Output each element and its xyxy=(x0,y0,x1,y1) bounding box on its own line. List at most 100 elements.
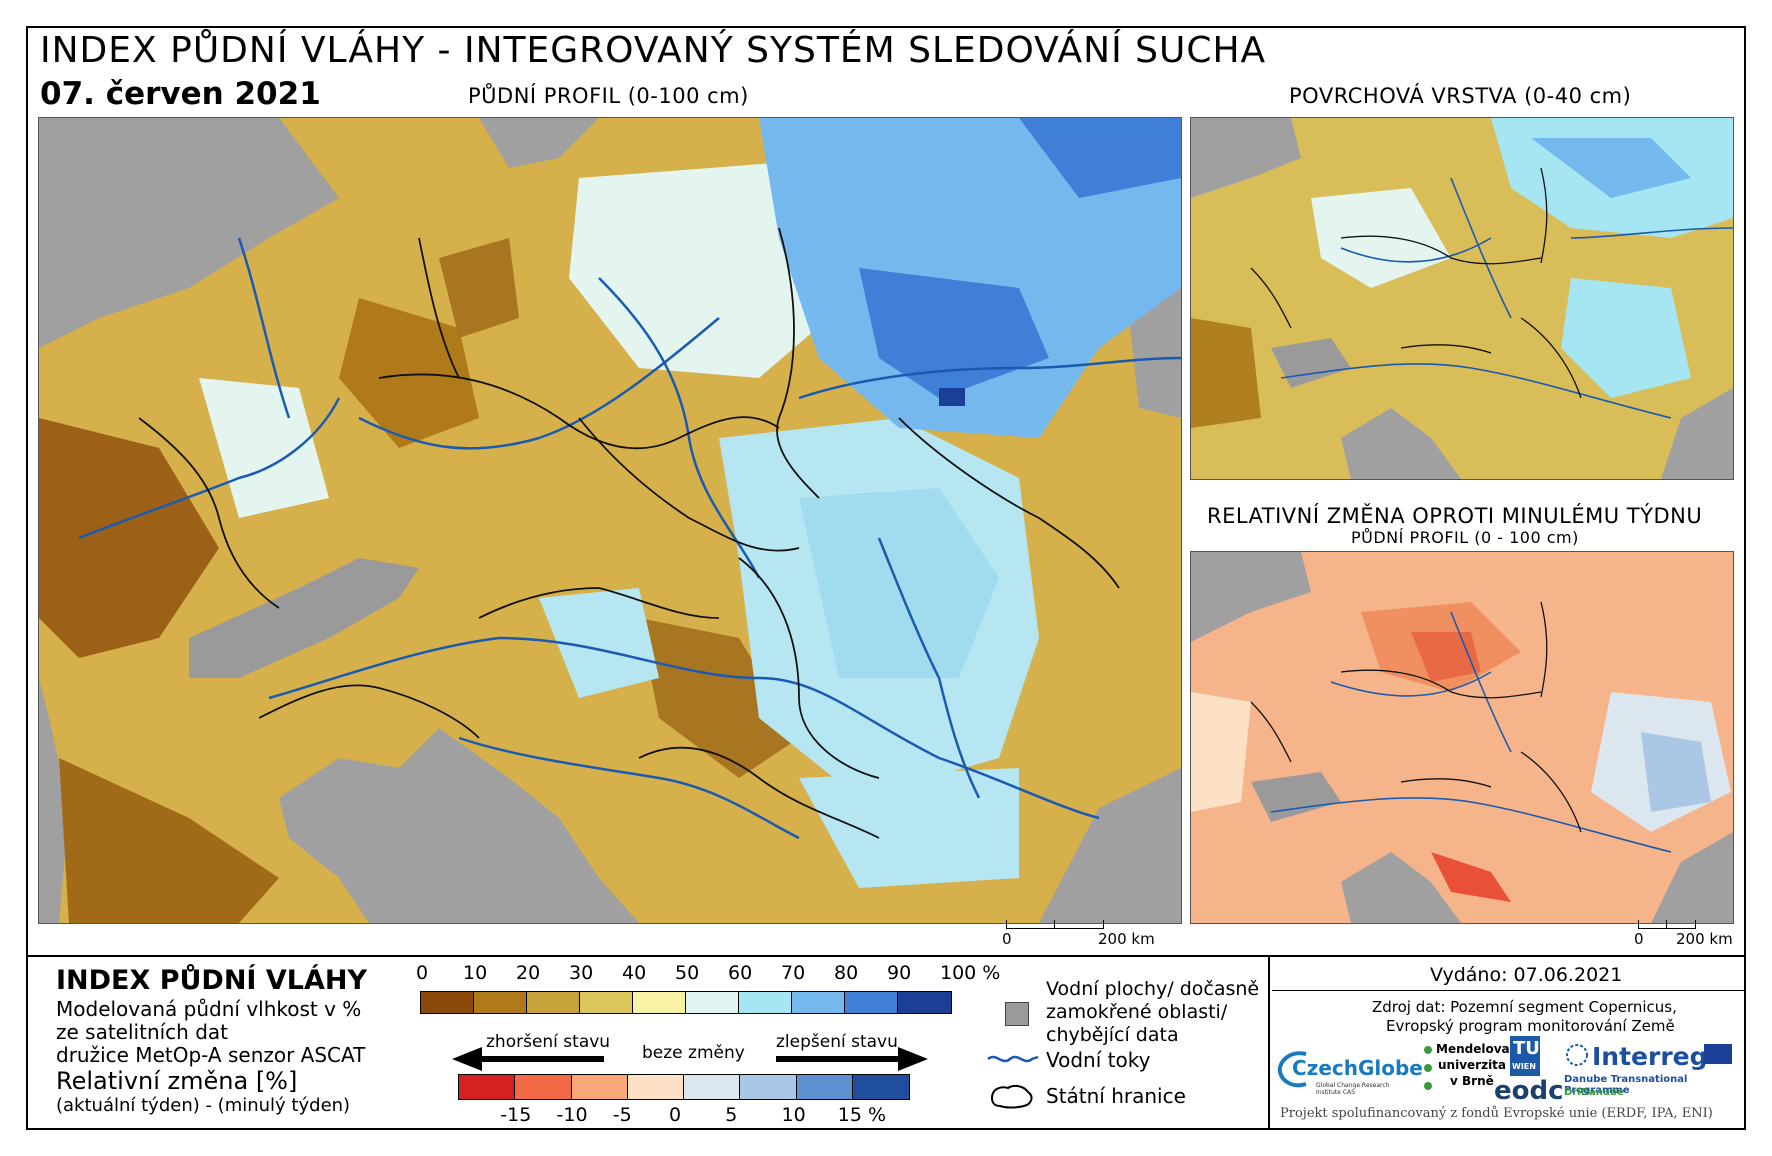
change-tick-label: 0 xyxy=(669,1104,682,1126)
tu-label: TU xyxy=(1513,1038,1540,1059)
index-color-swatch xyxy=(421,992,474,1013)
change-map-label: RELATIVNÍ ZMĚNA OPROTI MINULÉMU TÝDNU xyxy=(1207,504,1703,528)
legend-rel-title: Relativní změna [%] xyxy=(56,1067,298,1095)
change-color-swatch xyxy=(571,1075,628,1099)
change-tick-label: -15 xyxy=(500,1104,532,1126)
change-tick-label: 10 xyxy=(781,1104,806,1126)
main-soil-moisture-map xyxy=(38,117,1182,924)
index-tick-label: 20 xyxy=(516,962,541,984)
index-color-swatch xyxy=(898,992,951,1013)
mendel-line-3: v Brně xyxy=(1450,1074,1494,1088)
worse-arrow-shaft xyxy=(480,1056,604,1062)
index-color-swatch xyxy=(792,992,845,1013)
legend-desc-2: ze satelitních dat xyxy=(56,1020,228,1044)
interreg-logo: Interreg Danube Transnational Programme … xyxy=(1564,1040,1734,1100)
main-scale-zero: 0 xyxy=(1002,930,1012,948)
index-color-swatch xyxy=(845,992,898,1013)
main-scale-end: 200 km xyxy=(1098,930,1155,948)
index-tick-label: 90 xyxy=(887,962,912,984)
tu-wien-label: WIEN xyxy=(1512,1062,1536,1071)
legend-title: INDEX PŮDNÍ VLÁHY xyxy=(56,965,368,996)
index-color-swatch xyxy=(739,992,792,1013)
borders-label: Státní hranice xyxy=(1046,1084,1186,1108)
index-color-swatch xyxy=(474,992,527,1013)
czechglobe-subtitle: Global Change Research Institute CAS xyxy=(1316,1082,1390,1096)
change-colorbar xyxy=(458,1074,910,1100)
funding-note: Projekt spolufinancovaný z fondů Evropsk… xyxy=(1280,1106,1713,1121)
mendel-line-2: univerzita xyxy=(1438,1058,1507,1072)
surface-map-label: POVRCHOVÁ VRSTVA (0-40 cm) xyxy=(1289,84,1632,108)
main-scale-tick xyxy=(1054,920,1055,928)
relative-change-map xyxy=(1190,551,1734,924)
surface-layer-map xyxy=(1190,117,1734,480)
date-label: 07. červen 2021 xyxy=(40,76,321,112)
index-tick-label: 100 % xyxy=(940,962,1001,984)
page-title: INDEX PŮDNÍ VLÁHY - INTEGROVANÝ SYSTÉM S… xyxy=(40,30,1267,71)
mendel-dot-icon xyxy=(1424,1064,1432,1072)
interreg-name: Interreg xyxy=(1592,1042,1708,1071)
better-arrow-shaft xyxy=(776,1056,900,1062)
mendel-dot-icon xyxy=(1424,1046,1432,1054)
index-tick-label: 60 xyxy=(728,962,753,984)
index-tick-label: 80 xyxy=(834,962,859,984)
czechglobe-logo: CzechGlobe Global Change Research Instit… xyxy=(1276,1044,1423,1100)
rivers-label: Vodní toky xyxy=(1046,1048,1151,1072)
small-scale-zero: 0 xyxy=(1634,930,1644,948)
index-tick-label: 40 xyxy=(622,962,647,984)
worse-label: zhoršení stavu xyxy=(486,1032,611,1052)
index-tick-label: 70 xyxy=(781,962,806,984)
change-color-swatch xyxy=(459,1075,516,1099)
source-line-2: Evropský program monitorování Země xyxy=(1386,1017,1675,1035)
legend-divider xyxy=(28,955,1744,957)
eodc-logo: eodc xyxy=(1494,1076,1564,1106)
legend-desc-1: Modelovaná půdní vlhkost v % xyxy=(56,997,362,1021)
czechglobe-mark-icon xyxy=(1277,1051,1307,1088)
index-color-swatch xyxy=(580,992,633,1013)
water-bodies-line-1: Vodní plochy/ dočasně xyxy=(1046,978,1260,1000)
water-bodies-label: Vodní plochy/ dočasně zamokřené oblasti/… xyxy=(1046,978,1259,1047)
index-color-swatch xyxy=(686,992,739,1013)
index-color-swatch xyxy=(633,992,686,1013)
index-tick-label: 30 xyxy=(569,962,594,984)
index-tick-label: 10 xyxy=(463,962,488,984)
tu-wien-logo: TU WIEN xyxy=(1510,1036,1540,1076)
mendel-line-1: Mendelova xyxy=(1436,1042,1510,1056)
czechglobe-name: CzechGlobe xyxy=(1292,1056,1423,1080)
change-color-swatch xyxy=(796,1075,853,1099)
mendel-logo: Mendelova univerzita v Brně xyxy=(1424,1040,1510,1104)
info-divider xyxy=(1268,957,1270,1128)
dridanube-label: DriDanube xyxy=(1564,1087,1624,1098)
water-bodies-swatch xyxy=(1005,1002,1029,1026)
small-scale-end: 200 km xyxy=(1676,930,1733,948)
change-color-swatch xyxy=(684,1075,741,1099)
source-line-1: Zdroj dat: Pozemní segment Copernicus, xyxy=(1372,998,1677,1016)
interreg-subtitle: Danube Transnational Programme xyxy=(1564,1074,1688,1096)
change-tick-label: 15 % xyxy=(837,1104,887,1126)
worse-arrow xyxy=(452,1047,482,1071)
index-color-swatch xyxy=(527,992,580,1013)
no-change-label: beze změny xyxy=(642,1043,745,1063)
interreg-star-icon xyxy=(1566,1044,1588,1066)
change-tick-label: -10 xyxy=(556,1104,588,1126)
small-scale-tick xyxy=(1666,920,1667,928)
better-label: zlepšení stavu xyxy=(776,1032,898,1052)
main-map-label: PŮDNÍ PROFIL (0-100 cm) xyxy=(468,84,749,108)
border-symbol-icon xyxy=(990,1084,1033,1109)
river-symbol-icon xyxy=(987,1055,1039,1063)
index-tick-label: 0 xyxy=(416,962,429,984)
small-scale-bar xyxy=(1638,920,1696,929)
change-color-swatch xyxy=(515,1075,572,1099)
eu-flag-icon xyxy=(1704,1044,1732,1064)
change-color-swatch xyxy=(627,1075,684,1099)
legend-desc-3: družice MetOp-A senzor ASCAT xyxy=(56,1043,366,1067)
change-tick-label: -5 xyxy=(612,1104,632,1126)
issued-date: Vydáno: 07.06.2021 xyxy=(1430,964,1623,986)
index-tick-label: 50 xyxy=(675,962,700,984)
better-arrow xyxy=(898,1047,928,1071)
mendel-dot-icon xyxy=(1424,1082,1432,1090)
issued-divider xyxy=(1272,990,1744,991)
water-bodies-line-3: chybějící data xyxy=(1046,1024,1179,1046)
change-color-swatch xyxy=(740,1075,797,1099)
change-color-swatch xyxy=(852,1075,909,1099)
index-colorbar xyxy=(420,991,952,1014)
